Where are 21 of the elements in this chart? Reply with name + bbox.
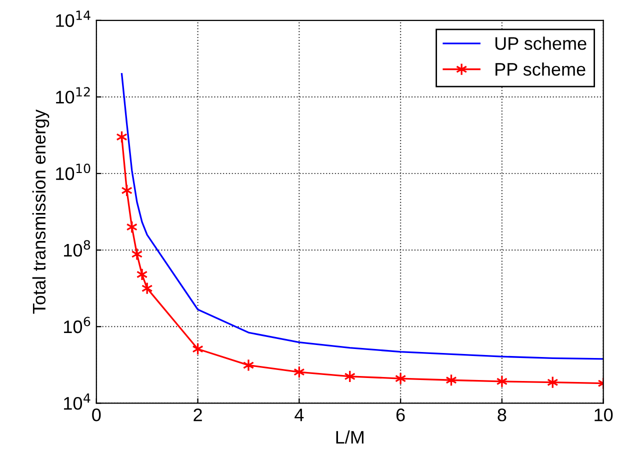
y-tick-label: 10$^{12}$	[56, 87, 90, 104]
y-axis-title: Total transmission energy	[32, 109, 50, 314]
point	[136, 268, 148, 281]
y-tick-label: 10$^{8}$	[64, 240, 90, 257]
x-tick-label: 4	[294, 408, 304, 422]
y-tick-label: 10$^{14}$	[56, 10, 90, 27]
y-tick-label: 10$^{4}$	[64, 393, 90, 410]
x-tick-label: 6	[396, 408, 405, 422]
point	[242, 358, 254, 372]
x-tick-label: 0	[92, 408, 101, 422]
y-tick-label: 10$^{6}$	[64, 316, 90, 334]
legend-label: PP scheme	[496, 62, 586, 76]
x-axis-title: L/M	[336, 430, 364, 444]
y-tick-label: 10$^{10}$	[56, 164, 90, 180]
point	[394, 372, 406, 385]
x-tick-label: 8	[498, 408, 506, 422]
legend-label: UP scheme	[495, 36, 586, 50]
x-tick-label: 10	[594, 408, 613, 422]
point	[131, 248, 143, 261]
x-tick-label: 2	[194, 408, 202, 422]
point	[496, 375, 508, 388]
